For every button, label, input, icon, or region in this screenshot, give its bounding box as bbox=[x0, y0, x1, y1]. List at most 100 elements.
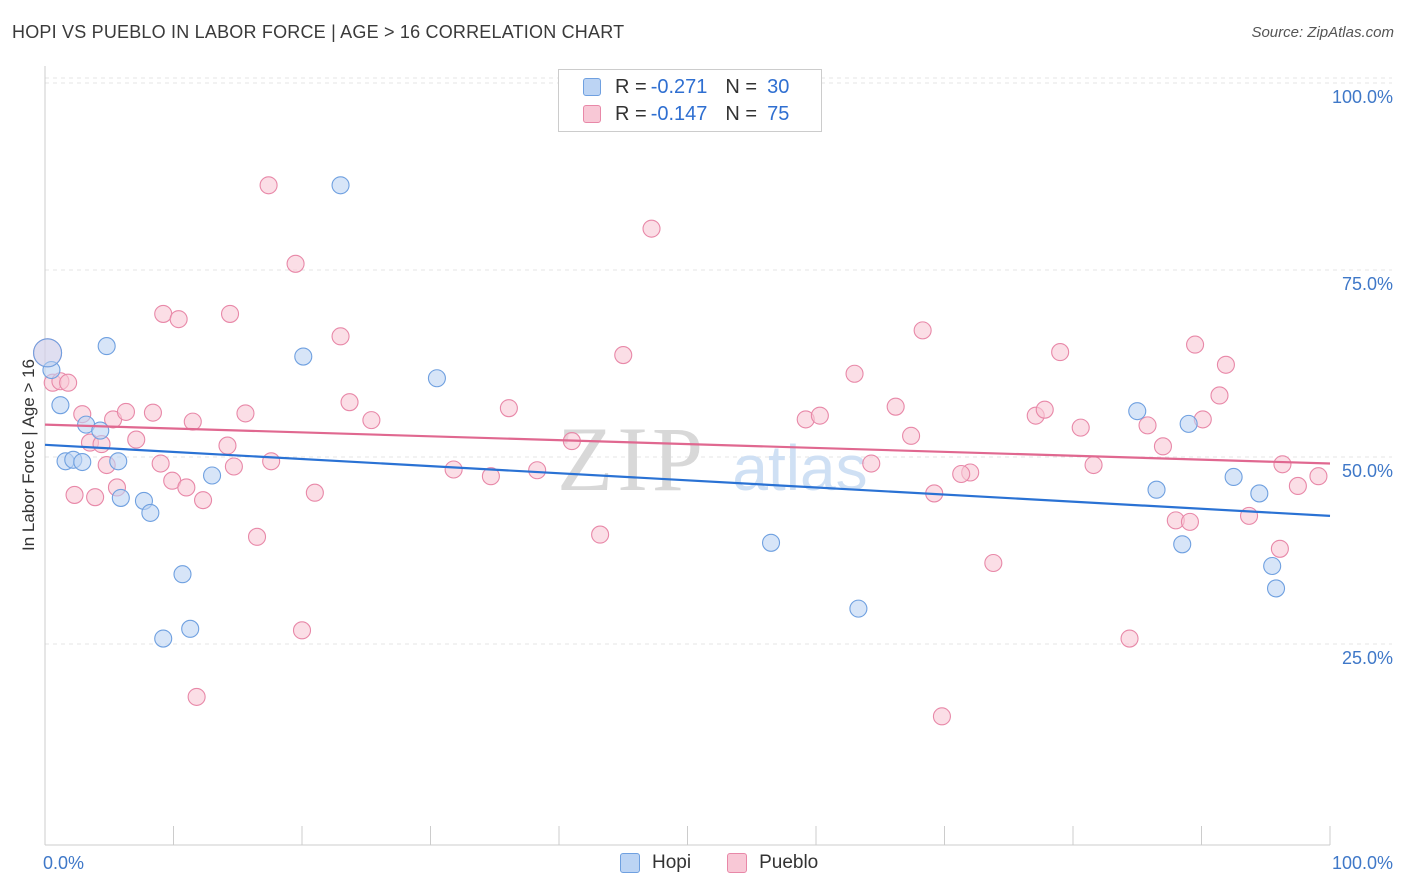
y-tick-label: 25.0% bbox=[1342, 648, 1393, 668]
pueblo-point bbox=[224, 457, 243, 476]
pueblo-point bbox=[151, 454, 170, 473]
pueblo-point bbox=[187, 687, 206, 706]
hopi-point bbox=[42, 360, 61, 380]
pueblo-point bbox=[528, 461, 547, 480]
pueblo-point bbox=[86, 488, 105, 507]
chart-title: HOPI VS PUEBLO IN LABOR FORCE | AGE > 16… bbox=[12, 22, 625, 42]
pueblo-point bbox=[259, 176, 278, 195]
hopi-point bbox=[427, 369, 446, 388]
pueblo-point bbox=[642, 219, 661, 238]
pueblo-point bbox=[247, 527, 267, 546]
pueblo-point bbox=[183, 412, 202, 431]
hopi-point bbox=[1173, 535, 1192, 554]
pueblo-point bbox=[984, 553, 1003, 573]
pueblo-point bbox=[1084, 455, 1103, 475]
x-tick-label: 0.0% bbox=[43, 853, 84, 873]
pueblo-point bbox=[169, 310, 188, 329]
pueblo-point bbox=[340, 393, 359, 412]
pueblo-point bbox=[305, 483, 324, 502]
legend-row-pueblo: R = -0.147 N = 75 bbox=[583, 102, 789, 126]
legend-row-hopi: R = -0.271 N = 30 bbox=[583, 75, 789, 99]
pueblo-swatch bbox=[583, 105, 601, 123]
pueblo-point bbox=[1270, 539, 1289, 558]
hopi-point bbox=[33, 338, 63, 368]
pueblo-point bbox=[499, 399, 518, 418]
hopi-point bbox=[1266, 579, 1286, 598]
pueblo-point bbox=[292, 621, 312, 640]
legend-item-pueblo[interactable]: Pueblo bbox=[727, 852, 818, 874]
hopi-point bbox=[173, 565, 192, 584]
pueblo-point bbox=[591, 525, 610, 544]
pueblo-point bbox=[116, 402, 136, 421]
pueblo-point bbox=[218, 436, 237, 455]
hopi-point bbox=[109, 452, 128, 471]
pueblo-r-value: -0.147 bbox=[650, 102, 708, 125]
hopi-point bbox=[1224, 467, 1243, 487]
hopi-point bbox=[203, 466, 222, 485]
pueblo-point bbox=[220, 304, 240, 323]
hopi-point bbox=[154, 629, 173, 648]
hopi-point bbox=[1128, 402, 1147, 421]
y-axis-label: In Labor Force | Age > 16 bbox=[19, 359, 38, 551]
pueblo-point bbox=[262, 452, 281, 471]
pueblo-point bbox=[1120, 629, 1139, 648]
hopi-r-label: R = bbox=[615, 75, 647, 98]
legend-item-hopi[interactable]: Hopi bbox=[620, 852, 691, 874]
pueblo-point bbox=[1180, 512, 1199, 531]
x-tick-labels: 0.0% 100.0% bbox=[43, 853, 1393, 873]
hopi-points bbox=[33, 176, 1286, 648]
pueblo-point bbox=[286, 254, 305, 273]
pueblo-point bbox=[236, 404, 255, 423]
pueblo-points bbox=[33, 176, 1328, 726]
pueblo-point bbox=[1210, 386, 1229, 405]
pueblo-point bbox=[1071, 418, 1090, 437]
hopi-point bbox=[141, 503, 160, 522]
pueblo-point bbox=[1186, 335, 1205, 354]
hopi-n-value: 30 bbox=[767, 75, 790, 98]
y-tick-label: 75.0% bbox=[1342, 274, 1393, 294]
trend-lines bbox=[44, 423, 1331, 517]
hopi-point bbox=[97, 337, 116, 356]
watermark-zip: ZIP bbox=[557, 408, 707, 510]
hopi-point bbox=[111, 488, 130, 507]
pueblo-point bbox=[1138, 416, 1157, 435]
pueblo-point bbox=[154, 304, 173, 323]
pueblo-r-label: R = bbox=[615, 102, 647, 125]
hopi-point bbox=[849, 599, 868, 618]
hopi-point bbox=[1263, 556, 1282, 576]
pueblo-point bbox=[1153, 437, 1172, 456]
pueblo-point bbox=[932, 707, 951, 726]
pueblo-point bbox=[1288, 476, 1307, 496]
pueblo-point bbox=[952, 464, 971, 484]
pueblo-point bbox=[194, 491, 213, 510]
y-tick-labels: 100.0% 75.0% 50.0% 25.0% bbox=[1332, 87, 1393, 668]
hopi-point bbox=[51, 396, 70, 415]
hopi-point bbox=[294, 347, 313, 366]
pueblo-point bbox=[481, 467, 500, 486]
pueblo-point bbox=[59, 373, 78, 392]
pueblo-point bbox=[913, 321, 932, 340]
pueblo-point bbox=[614, 346, 633, 365]
pueblo-point bbox=[886, 397, 905, 416]
y-tick-label: 100.0% bbox=[1332, 87, 1393, 107]
pueblo-point bbox=[1216, 355, 1235, 374]
hopi-point bbox=[761, 533, 781, 552]
pueblo-point bbox=[1051, 343, 1070, 362]
hopi-point bbox=[1147, 480, 1166, 499]
hopi-n-label: N = bbox=[725, 75, 758, 98]
pueblo-point bbox=[1239, 506, 1259, 525]
pueblo-point bbox=[362, 411, 381, 430]
grid-lines bbox=[45, 77, 1392, 645]
pueblo-trend-line bbox=[44, 423, 1331, 465]
pueblo-point bbox=[177, 478, 196, 497]
pueblo-point bbox=[862, 454, 881, 473]
pueblo-point bbox=[143, 403, 162, 422]
hopi-point bbox=[1250, 484, 1269, 503]
hopi-point bbox=[331, 176, 350, 195]
pueblo-point bbox=[1309, 467, 1328, 486]
hopi-point bbox=[1179, 414, 1198, 433]
hopi-point bbox=[181, 619, 200, 638]
pueblo-point bbox=[1273, 455, 1292, 474]
axes bbox=[44, 66, 1331, 846]
